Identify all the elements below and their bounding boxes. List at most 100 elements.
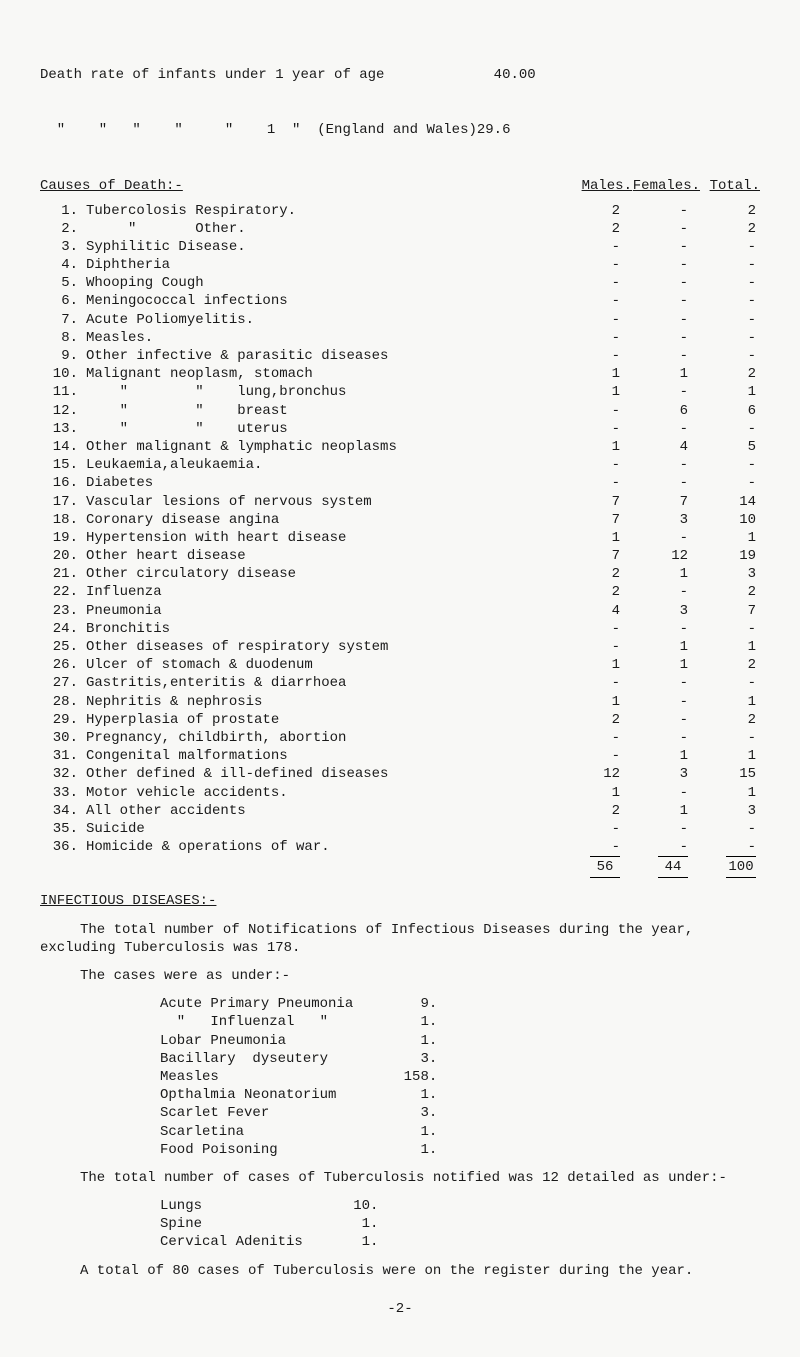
row-females: -	[624, 420, 692, 438]
row-females: 12	[624, 547, 692, 565]
infectious-heading: INFECTIOUS DISEASES:-	[40, 892, 760, 910]
row-label: Congenital malformations	[82, 747, 556, 765]
row-label: Nephritis & nephrosis	[82, 693, 556, 711]
row-num: 27.	[40, 674, 82, 692]
row-males: 7	[556, 511, 624, 529]
row-num: 13.	[40, 420, 82, 438]
table-row: 36.Homicide & operations of war.---	[40, 838, 760, 856]
register-para: A total of 80 cases of Tuberculosis were…	[40, 1262, 760, 1280]
table-row: 17.Vascular lesions of nervous system771…	[40, 493, 760, 511]
row-females: -	[624, 693, 692, 711]
row-label: Other heart disease	[82, 547, 556, 565]
row-num: 17.	[40, 493, 82, 511]
row-males: 1	[556, 365, 624, 383]
row-males: -	[556, 838, 624, 856]
row-males: 1	[556, 784, 624, 802]
header-line-1: Death rate of infants under 1 year of ag…	[40, 66, 760, 84]
row-total: -	[692, 620, 760, 638]
row-num: 31.	[40, 747, 82, 765]
row-total: -	[692, 347, 760, 365]
row-total: -	[692, 274, 760, 292]
row-total: 2	[692, 656, 760, 674]
row-total: -	[692, 292, 760, 310]
table-row: 26.Ulcer of stomach & duodenum112	[40, 656, 760, 674]
table-row: 4.Diphtheria---	[40, 256, 760, 274]
row-label: Meningococcal infections	[82, 292, 556, 310]
row-num: 22.	[40, 583, 82, 601]
table-row: 3.Syphilitic Disease.---	[40, 238, 760, 256]
list-item: Bacillary dyseutery 3.	[160, 1050, 760, 1068]
row-label: Homicide & operations of war.	[82, 838, 556, 856]
col-females: Females.	[632, 177, 700, 195]
table-row: 10.Malignant neoplasm, stomach112	[40, 365, 760, 383]
row-total: -	[692, 256, 760, 274]
table-row: 35.Suicide---	[40, 820, 760, 838]
row-females: -	[624, 238, 692, 256]
row-females: -	[624, 274, 692, 292]
row-males: -	[556, 256, 624, 274]
row-num: 33.	[40, 784, 82, 802]
table-row: 7.Acute Poliomyelitis.---	[40, 311, 760, 329]
row-females: 1	[624, 638, 692, 656]
row-label: " " breast	[82, 402, 556, 420]
row-label: Diabetes	[82, 474, 556, 492]
row-num: 12.	[40, 402, 82, 420]
row-num: 28.	[40, 693, 82, 711]
table-row: 12. " " breast-66	[40, 402, 760, 420]
row-females: 1	[624, 365, 692, 383]
row-num: 30.	[40, 729, 82, 747]
row-males: 2	[556, 565, 624, 583]
row-num: 6.	[40, 292, 82, 310]
table-row: 14.Other malignant & lymphatic neoplasms…	[40, 438, 760, 456]
row-num: 15.	[40, 456, 82, 474]
row-total: 1	[692, 383, 760, 401]
row-males: -	[556, 402, 624, 420]
table-row: 1.Tubercolosis Respiratory.2-2	[40, 202, 760, 220]
row-females: 1	[624, 656, 692, 674]
row-males: 2	[556, 202, 624, 220]
row-males: -	[556, 329, 624, 347]
table-row: 11. " " lung,bronchus1-1	[40, 383, 760, 401]
list-item: Acute Primary Pneumonia 9.	[160, 995, 760, 1013]
row-males: -	[556, 347, 624, 365]
row-males: -	[556, 474, 624, 492]
row-total: -	[692, 329, 760, 347]
row-total: 1	[692, 638, 760, 656]
row-total: -	[692, 820, 760, 838]
table-row: 19.Hypertension with heart disease1-1	[40, 529, 760, 547]
table-row: 28.Nephritis & nephrosis1-1	[40, 693, 760, 711]
row-label: Hypertension with heart disease	[82, 529, 556, 547]
row-num: 11.	[40, 383, 82, 401]
row-label: Coronary disease angina	[82, 511, 556, 529]
row-females: -	[624, 474, 692, 492]
row-total: 3	[692, 802, 760, 820]
list-item: Food Poisoning 1.	[160, 1141, 760, 1159]
row-total: 2	[692, 202, 760, 220]
row-num: 29.	[40, 711, 82, 729]
table-row: 13. " " uterus---	[40, 420, 760, 438]
row-females: -	[624, 583, 692, 601]
row-females: -	[624, 256, 692, 274]
table-row: 32.Other defined & ill-defined diseases1…	[40, 765, 760, 783]
row-num: 14.	[40, 438, 82, 456]
total-total: 100	[726, 856, 756, 878]
row-label: Other diseases of respiratory system	[82, 638, 556, 656]
row-num: 24.	[40, 620, 82, 638]
row-males: -	[556, 292, 624, 310]
row-males: -	[556, 820, 624, 838]
row-males: 2	[556, 802, 624, 820]
row-num: 25.	[40, 638, 82, 656]
row-total: 7	[692, 602, 760, 620]
row-females: 1	[624, 802, 692, 820]
row-num: 26.	[40, 656, 82, 674]
header-line-2: " " " " " 1 " (England and Wales)29.6	[40, 121, 760, 139]
table-row: 31.Congenital malformations-11	[40, 747, 760, 765]
row-females: -	[624, 383, 692, 401]
row-total: -	[692, 838, 760, 856]
row-males: 1	[556, 693, 624, 711]
row-num: 35.	[40, 820, 82, 838]
death-rate-header: Death rate of infants under 1 year of ag…	[40, 30, 760, 157]
list-item: Opthalmia Neonatorium 1.	[160, 1086, 760, 1104]
row-males: 2	[556, 583, 624, 601]
row-males: -	[556, 674, 624, 692]
